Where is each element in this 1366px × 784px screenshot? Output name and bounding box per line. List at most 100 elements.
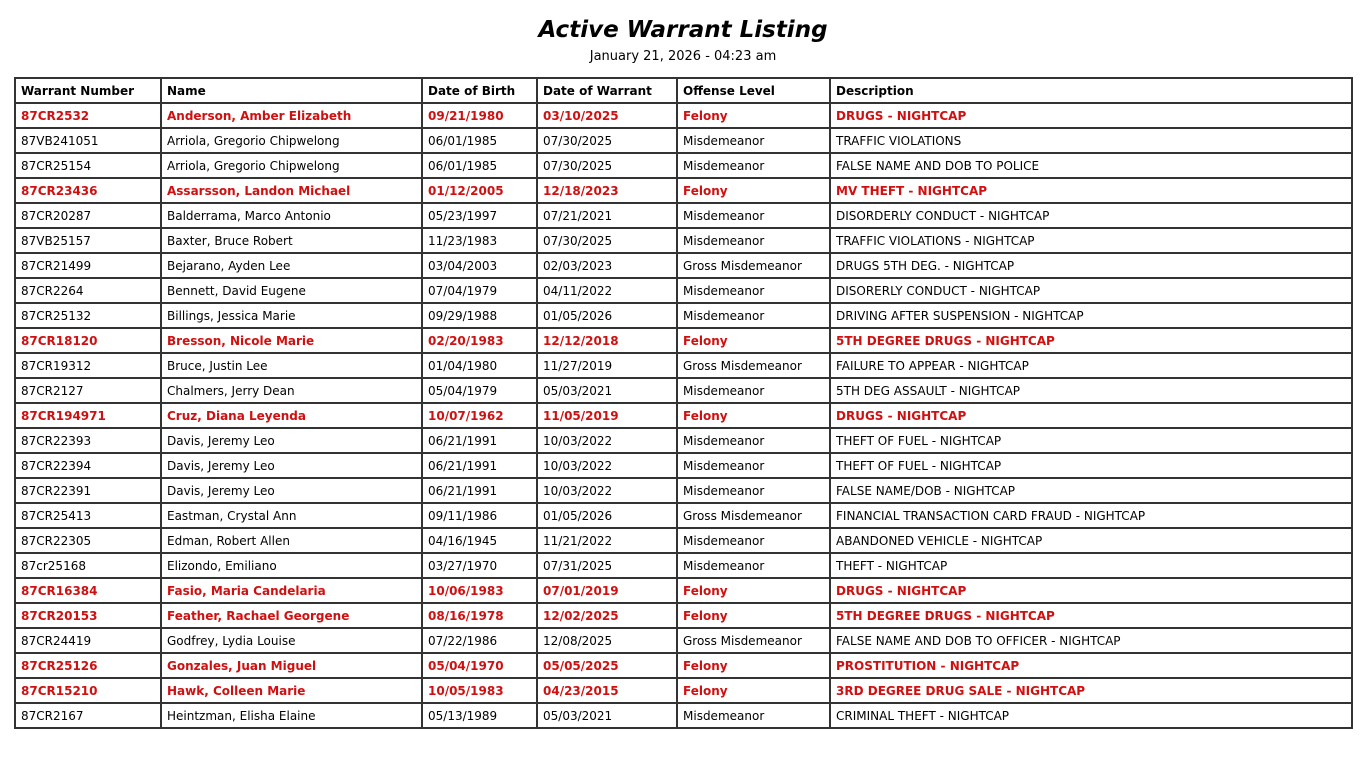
cell-date-of-warrant: 01/05/2026 xyxy=(536,502,678,529)
cell-warrant-number: 87CR25154 xyxy=(14,152,162,179)
table-row: 87CR2167 Heintzman, Elisha Elaine 05/13/19… xyxy=(14,702,1353,729)
cell-date-of-warrant: 02/03/2023 xyxy=(536,252,678,279)
table-header-row: Warrant Number Name Date of Birth Date o… xyxy=(14,77,1353,104)
cell-warrant-number: 87CR24419 xyxy=(14,627,162,654)
cell-name: Bennett, David Eugene xyxy=(160,277,423,304)
table-row: 87CR25132 Billings, Jessica Marie 09/29/19… xyxy=(14,302,1353,329)
cell-warrant-number: 87CR20153 xyxy=(14,602,162,629)
cell-date-of-birth: 05/04/1970 xyxy=(421,652,538,679)
cell-description: TRAFFIC VIOLATIONS xyxy=(829,127,1353,154)
cell-date-of-birth: 09/11/1986 xyxy=(421,502,538,529)
table-row: 87CR18120 Bresson, Nicole Marie 02/20/1983… xyxy=(14,327,1353,354)
cell-date-of-warrant: 12/08/2025 xyxy=(536,627,678,654)
cell-date-of-birth: 03/04/2003 xyxy=(421,252,538,279)
table-row: 87CR2264 Bennett, David Eugene 07/04/1979 0… xyxy=(14,277,1353,304)
cell-offense-level: Misdemeanor xyxy=(676,377,831,404)
column-header-warrant-number: Warrant Number xyxy=(14,77,162,104)
cell-description: FALSE NAME AND DOB TO POLICE xyxy=(829,152,1353,179)
cell-description: DRIVING AFTER SUSPENSION - NIGHTCAP xyxy=(829,302,1353,329)
cell-offense-level: Felony xyxy=(676,602,831,629)
cell-name: Hawk, Colleen Marie xyxy=(160,677,423,704)
cell-date-of-birth: 07/22/1986 xyxy=(421,627,538,654)
cell-offense-level: Misdemeanor xyxy=(676,552,831,579)
cell-offense-level: Felony xyxy=(676,677,831,704)
cell-date-of-birth: 06/21/1991 xyxy=(421,477,538,504)
cell-offense-level: Gross Misdemeanor xyxy=(676,502,831,529)
cell-date-of-warrant: 11/05/2019 xyxy=(536,402,678,429)
cell-description: THEFT OF FUEL - NIGHTCAP xyxy=(829,427,1353,454)
cell-warrant-number: 87CR2532 xyxy=(14,102,162,129)
cell-date-of-birth: 10/05/1983 xyxy=(421,677,538,704)
cell-description: ABANDONED VEHICLE - NIGHTCAP xyxy=(829,527,1353,554)
column-header-description: Description xyxy=(829,77,1353,104)
cell-offense-level: Gross Misdemeanor xyxy=(676,352,831,379)
cell-description: DRUGS - NIGHTCAP xyxy=(829,577,1353,604)
cell-name: Billings, Jessica Marie xyxy=(160,302,423,329)
table-row: 87CR20153 Feather, Rachael Georgene 08/16/… xyxy=(14,602,1353,629)
table-row: 87CR24419 Godfrey, Lydia Louise 07/22/1986… xyxy=(14,627,1353,654)
cell-description: FALSE NAME/DOB - NIGHTCAP xyxy=(829,477,1353,504)
table-row: 87CR25154 Arriola, Gregorio Chipwelong 06/… xyxy=(14,152,1353,179)
table-row: 87CR22391 Davis, Jeremy Leo 06/21/1991 10/0… xyxy=(14,477,1353,504)
cell-date-of-warrant: 10/03/2022 xyxy=(536,477,678,504)
table-row: 87VB241051 Arriola, Gregorio Chipwelong 06… xyxy=(14,127,1353,154)
column-header-date-of-warrant: Date of Warrant xyxy=(536,77,678,104)
cell-warrant-number: 87CR22305 xyxy=(14,527,162,554)
cell-warrant-number: 87CR25126 xyxy=(14,652,162,679)
cell-date-of-warrant: 05/05/2025 xyxy=(536,652,678,679)
cell-date-of-birth: 05/13/1989 xyxy=(421,702,538,729)
cell-warrant-number: 87CR16384 xyxy=(14,577,162,604)
cell-name: Balderrama, Marco Antonio xyxy=(160,202,423,229)
cell-warrant-number: 87VB25157 xyxy=(14,227,162,254)
cell-description: DRUGS 5TH DEG. - NIGHTCAP xyxy=(829,252,1353,279)
cell-date-of-birth: 10/06/1983 xyxy=(421,577,538,604)
cell-offense-level: Misdemeanor xyxy=(676,277,831,304)
cell-name: Feather, Rachael Georgene xyxy=(160,602,423,629)
cell-description: 3RD DEGREE DRUG SALE - NIGHTCAP xyxy=(829,677,1353,704)
cell-offense-level: Misdemeanor xyxy=(676,452,831,479)
cell-date-of-birth: 08/16/1978 xyxy=(421,602,538,629)
cell-name: Godfrey, Lydia Louise xyxy=(160,627,423,654)
cell-offense-level: Gross Misdemeanor xyxy=(676,627,831,654)
cell-name: Cruz, Diana Leyenda xyxy=(160,402,423,429)
cell-date-of-warrant: 10/03/2022 xyxy=(536,452,678,479)
table-row: 87CR22393 Davis, Jeremy Leo 06/21/1991 10/0… xyxy=(14,427,1353,454)
cell-offense-level: Misdemeanor xyxy=(676,302,831,329)
cell-date-of-birth: 04/16/1945 xyxy=(421,527,538,554)
column-header-offense-level: Offense Level xyxy=(676,77,831,104)
cell-warrant-number: 87CR22391 xyxy=(14,477,162,504)
cell-date-of-birth: 10/07/1962 xyxy=(421,402,538,429)
cell-name: Bejarano, Ayden Lee xyxy=(160,252,423,279)
column-header-name: Name xyxy=(160,77,423,104)
cell-description: THEFT OF FUEL - NIGHTCAP xyxy=(829,452,1353,479)
cell-warrant-number: 87CR2167 xyxy=(14,702,162,729)
cell-warrant-number: 87CR2264 xyxy=(14,277,162,304)
cell-date-of-warrant: 12/02/2025 xyxy=(536,602,678,629)
cell-date-of-warrant: 12/12/2018 xyxy=(536,327,678,354)
cell-name: Arriola, Gregorio Chipwelong xyxy=(160,127,423,154)
cell-warrant-number: 87CR23436 xyxy=(14,177,162,204)
cell-date-of-warrant: 05/03/2021 xyxy=(536,702,678,729)
cell-date-of-birth: 11/23/1983 xyxy=(421,227,538,254)
cell-date-of-warrant: 07/31/2025 xyxy=(536,552,678,579)
cell-date-of-warrant: 03/10/2025 xyxy=(536,102,678,129)
cell-description: DRUGS - NIGHTCAP xyxy=(829,102,1353,129)
cell-warrant-number: 87VB241051 xyxy=(14,127,162,154)
cell-offense-level: Felony xyxy=(676,402,831,429)
table-row: 87CR19312 Bruce, Justin Lee 01/04/1980 11/2… xyxy=(14,352,1353,379)
cell-warrant-number: 87CR2127 xyxy=(14,377,162,404)
table-row: 87CR21499 Bejarano, Ayden Lee 03/04/2003 02… xyxy=(14,252,1353,279)
cell-name: Bruce, Justin Lee xyxy=(160,352,423,379)
cell-warrant-number: 87CR25413 xyxy=(14,502,162,529)
cell-description: DISORDERLY CONDUCT - NIGHTCAP xyxy=(829,202,1353,229)
cell-name: Elizondo, Emiliano xyxy=(160,552,423,579)
warrant-table: Warrant Number Name Date of Birth Date o… xyxy=(14,77,1353,729)
cell-name: Eastman, Crystal Ann xyxy=(160,502,423,529)
cell-date-of-warrant: 05/03/2021 xyxy=(536,377,678,404)
cell-offense-level: Misdemeanor xyxy=(676,702,831,729)
cell-date-of-warrant: 07/01/2019 xyxy=(536,577,678,604)
table-row: 87CR15210 Hawk, Colleen Marie 10/05/1983 04… xyxy=(14,677,1353,704)
cell-description: PROSTITUTION - NIGHTCAP xyxy=(829,652,1353,679)
table-row: 87VB25157 Baxter, Bruce Robert 11/23/1983 0… xyxy=(14,227,1353,254)
cell-name: Davis, Jeremy Leo xyxy=(160,477,423,504)
